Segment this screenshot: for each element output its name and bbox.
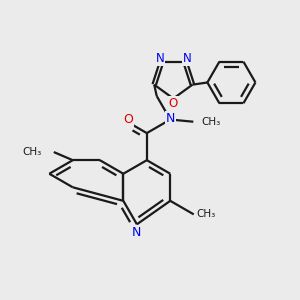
Text: CH₃: CH₃ xyxy=(22,147,42,157)
Text: N: N xyxy=(166,112,175,125)
Text: O: O xyxy=(169,97,178,110)
Text: N: N xyxy=(182,52,191,65)
Text: CH₃: CH₃ xyxy=(201,117,220,127)
Text: N: N xyxy=(132,226,142,239)
Text: CH₃: CH₃ xyxy=(196,209,216,219)
Text: O: O xyxy=(123,113,133,126)
Text: N: N xyxy=(155,52,164,65)
